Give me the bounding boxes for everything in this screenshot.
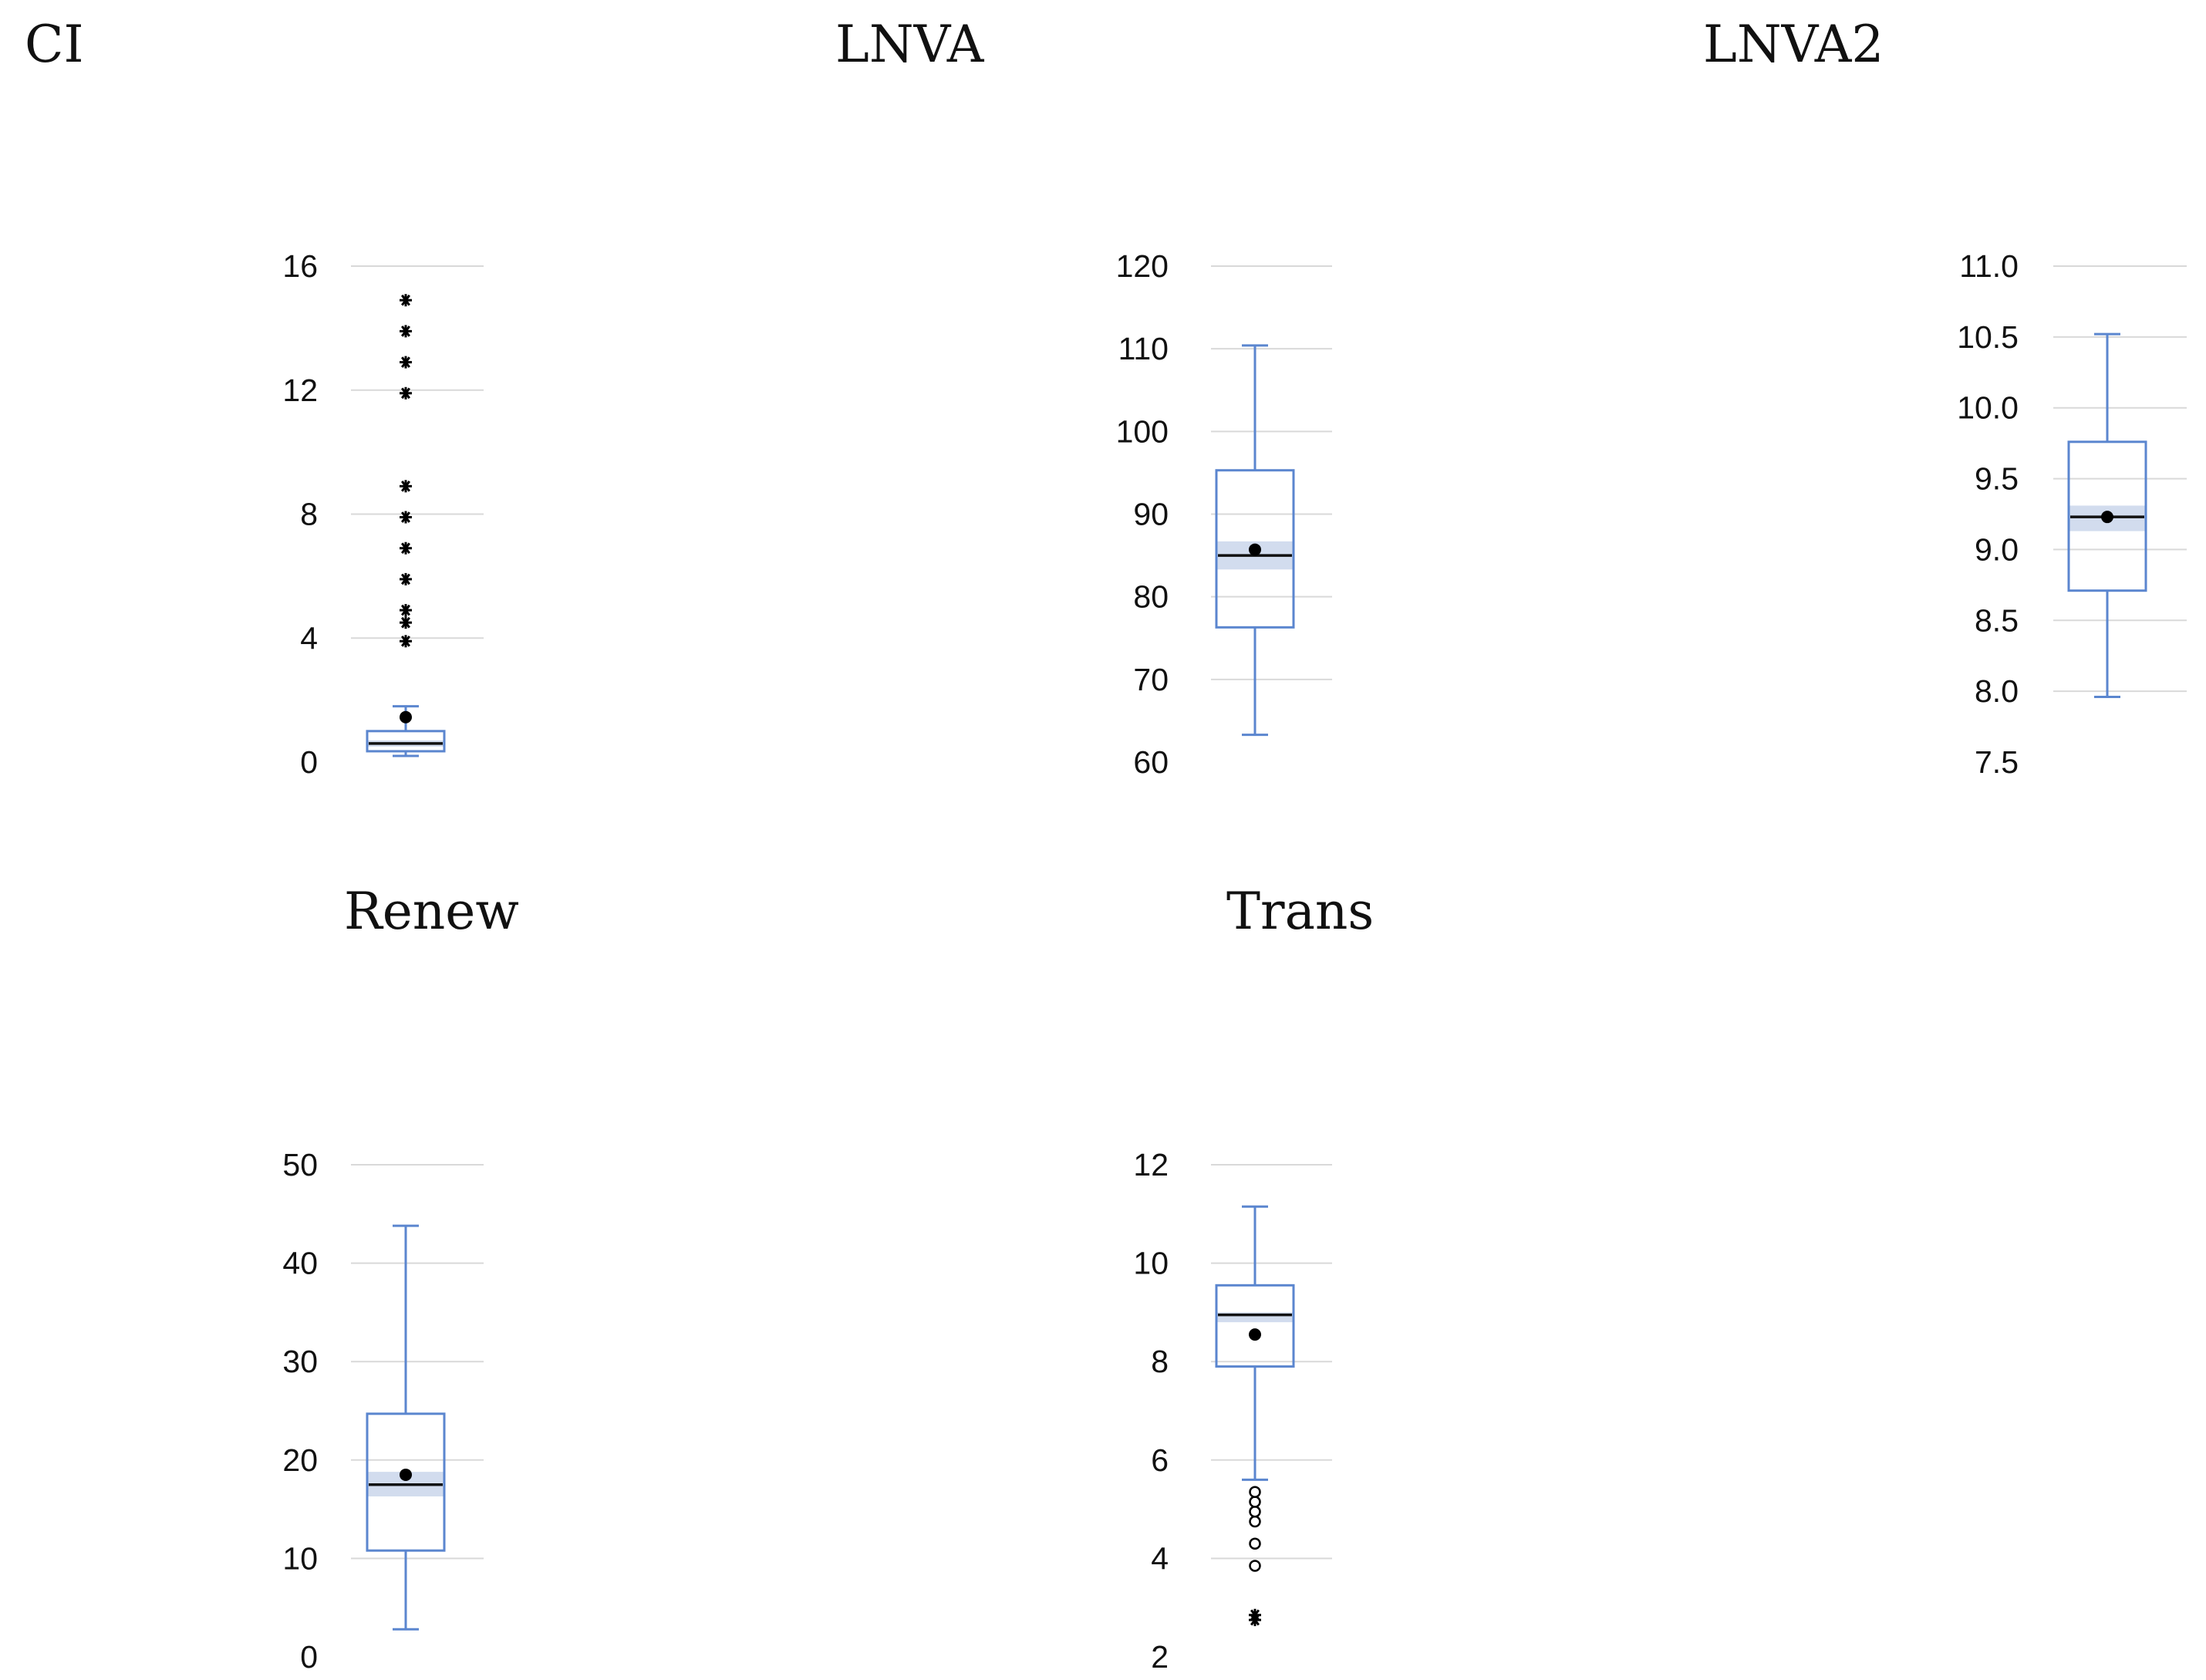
gridlines xyxy=(351,1164,484,1560)
y-tick-label: 70 xyxy=(1133,662,1169,697)
y-tick-label: 10.5 xyxy=(1957,319,2019,355)
outlier-point xyxy=(1249,1486,1261,1499)
mean-marker xyxy=(400,710,412,724)
y-tick-label: 40 xyxy=(282,1246,318,1281)
y-tick-label: 16 xyxy=(282,248,318,284)
box-plot xyxy=(366,294,446,757)
gridlines xyxy=(1211,265,1332,680)
y-tick-label: 90 xyxy=(1133,497,1169,532)
extreme-outlier-point xyxy=(400,541,412,555)
y-tick-label: 9.5 xyxy=(1975,461,2019,497)
y-tick-label: 12 xyxy=(1133,1147,1169,1182)
extreme-outlier-point xyxy=(400,386,412,400)
extreme-outlier-point xyxy=(400,294,412,307)
panel-title-ci: CI xyxy=(25,15,84,74)
y-tick-label: 4 xyxy=(300,620,318,656)
extreme-outlier-point xyxy=(400,616,412,629)
panel-title-lnva: LNVA xyxy=(835,15,985,74)
gridlines xyxy=(1211,1164,1332,1560)
y-tick-label: 0 xyxy=(300,1639,318,1675)
extreme-outlier-point xyxy=(1249,1608,1261,1621)
box-plot xyxy=(1215,344,1295,737)
y-axis-ticks: 7.5 8.0 8.5 9.0 9.5 10.0 10.5 11.0 xyxy=(1957,248,2019,780)
y-tick-label: 2 xyxy=(1151,1639,1169,1675)
extreme-outlier-point xyxy=(400,356,412,369)
extreme-outlier-point xyxy=(400,572,412,585)
panel-lnva: LNVA 60 70 80 90 100 110 120 xyxy=(835,15,1332,780)
y-tick-label: 4 xyxy=(1151,1540,1169,1576)
box-plot xyxy=(366,1224,446,1631)
panel-title-trans: Trans xyxy=(1226,882,1374,941)
outlier-point xyxy=(1249,1506,1261,1518)
mean-marker xyxy=(1249,543,1261,556)
outlier-point xyxy=(1249,1560,1261,1572)
extreme-outlier-point xyxy=(400,325,412,338)
y-tick-label: 12 xyxy=(282,373,318,408)
y-tick-label: 6 xyxy=(1151,1442,1169,1478)
box-plot xyxy=(1215,1205,1295,1627)
iqr-box xyxy=(1215,1284,1295,1368)
y-tick-label: 8 xyxy=(300,497,318,532)
mean-marker xyxy=(1249,1328,1261,1341)
extreme-outlier-point xyxy=(400,604,412,617)
outlier-point xyxy=(1249,1496,1261,1508)
y-axis-ticks: 0 4 8 12 16 xyxy=(282,248,318,780)
y-tick-label: 10 xyxy=(282,1540,318,1576)
y-tick-label: 120 xyxy=(1116,248,1169,284)
y-axis-ticks: 2 4 6 8 10 12 xyxy=(1133,1147,1169,1675)
y-tick-label: 11.0 xyxy=(1959,248,2019,284)
outlier-point xyxy=(1249,1515,1261,1528)
y-tick-label: 9.0 xyxy=(1975,531,2019,567)
panel-trans: Trans 2 4 6 8 10 12 xyxy=(1133,882,1374,1675)
panel-renew: Renew 0 10 20 30 40 50 xyxy=(282,882,518,1675)
outlier-point xyxy=(1249,1537,1261,1550)
y-tick-label: 7.5 xyxy=(1975,744,2019,780)
y-tick-label: 100 xyxy=(1116,413,1169,449)
extreme-outlier-point xyxy=(400,511,412,524)
extreme-outlier-point xyxy=(400,635,412,648)
y-tick-label: 8.5 xyxy=(1975,602,2019,638)
mean-marker xyxy=(400,1468,412,1481)
extreme-outlier-point xyxy=(400,480,412,493)
panel-title-lnva2: LNVA2 xyxy=(1703,15,1884,74)
y-tick-label: 0 xyxy=(300,744,318,780)
panel-lnva2: LNVA2 7.5 8.0 8.5 9.0 9.5 10.0 10.5 11.0 xyxy=(1703,15,2187,780)
y-axis-ticks: 0 10 20 30 40 50 xyxy=(282,1147,318,1675)
y-tick-label: 60 xyxy=(1133,744,1169,780)
y-axis-ticks: 60 70 80 90 100 110 120 xyxy=(1116,248,1169,780)
y-tick-label: 8.0 xyxy=(1975,673,2019,709)
gridlines xyxy=(351,265,484,639)
y-tick-label: 80 xyxy=(1133,579,1169,615)
y-tick-label: 50 xyxy=(282,1147,318,1182)
y-tick-label: 30 xyxy=(282,1344,318,1379)
panel-ci: CI 0 4 8 12 16 xyxy=(25,15,484,780)
y-tick-label: 20 xyxy=(282,1442,318,1478)
y-tick-label: 10 xyxy=(1133,1246,1169,1281)
y-tick-label: 110 xyxy=(1118,331,1169,366)
y-tick-label: 8 xyxy=(1151,1344,1169,1379)
box-plot xyxy=(2067,332,2147,698)
y-tick-label: 10.0 xyxy=(1957,390,2019,426)
gridlines xyxy=(2053,265,2187,693)
panel-title-renew: Renew xyxy=(344,882,519,941)
mean-marker xyxy=(2101,511,2113,524)
